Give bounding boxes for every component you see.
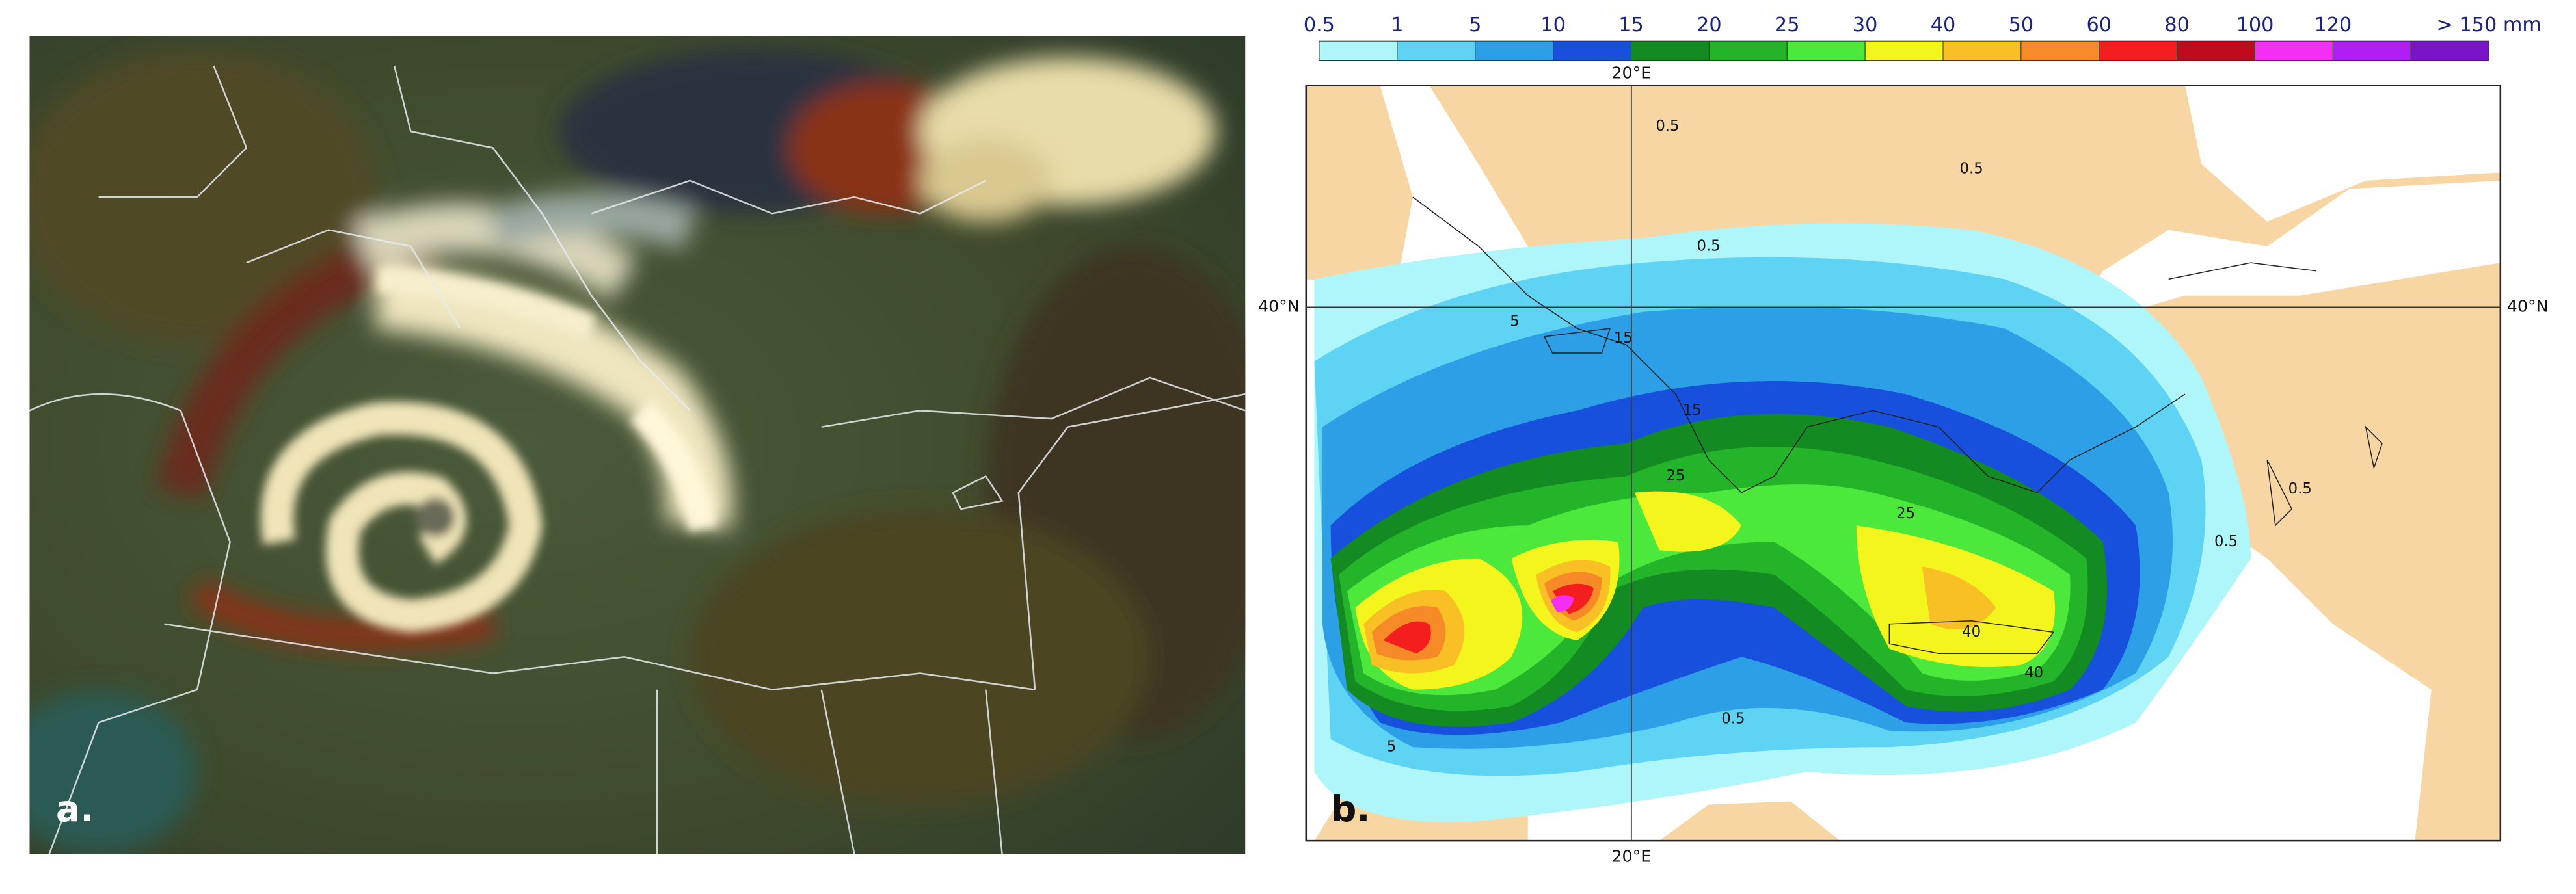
panel-label: b. [1331,788,1371,830]
colorbar: 0.5 1 5 10 15 20 25 30 40 50 60 80 100 120 > 150 mm [1304,14,2542,62]
contour-label: 5 [1387,739,1396,756]
colorbar-label: 15 [1618,14,1644,36]
contour-label: 5 [1510,313,1519,330]
contour-label: 15 [1683,402,1702,419]
contour-label: 0.5 [2214,533,2238,550]
precip-area [1363,560,1996,674]
colorbar-label: > 150 mm [2436,14,2542,36]
colorbar-label: 40 [1931,14,1956,36]
precip-area [1355,491,2055,690]
lat-label: 40°N [2507,296,2549,315]
contour-label: 15 [1614,330,1633,347]
colorbar-segment [2020,40,2100,62]
lon-label: 20°E [1611,847,1651,865]
contour-label: 25 [1667,467,1685,484]
colorbar-segment [1553,40,1632,62]
precip-area [1551,595,1574,613]
colorbar-label: 5 [1469,14,1481,36]
map-frame [1305,85,2502,842]
colorbar-label: 50 [2009,14,2034,36]
colorbar-segment [1864,40,1944,62]
colorbar-segment [2332,40,2411,62]
contour-label: 0.5 [1656,118,1679,135]
colorbar-label: 60 [2086,14,2112,36]
contour-label: 25 [1896,505,1915,522]
colorbar-segment [2099,40,2178,62]
colorbar-label: 10 [1540,14,1566,36]
colorbar-segment [2177,40,2256,62]
colorbar-label: 120 [2314,14,2352,36]
contour-label: 40 [2024,664,2043,681]
colorbar-label: 1 [1391,14,1403,36]
lon-label: 20°E [1611,64,1651,83]
colorbar-segment [1319,40,1398,62]
precip-map [1306,85,2501,841]
colorbar-label: 0.5 [1304,14,1335,36]
contour-label: 0.5 [2288,480,2312,497]
colorbar-label: 80 [2164,14,2190,36]
colorbar-label: 100 [2236,14,2274,36]
precip-area [1383,583,1594,654]
contour-label: 0.5 [1960,161,1983,177]
colorbar-label: 20 [1697,14,1722,36]
lat-label: 40°N [1258,296,1300,315]
colorbar-segment [2255,40,2333,62]
satellite-panel [29,36,1246,854]
colorbar-segment [1630,40,1710,62]
colorbar-segment [1942,40,2022,62]
colorbar-segment [1786,40,1866,62]
colorbar-label: 25 [1775,14,1800,36]
colorbar-segment [1397,40,1476,62]
contour-label: 40 [1962,624,1981,640]
contour-labels: 0.5 0.5 0.5 5 15 15 25 25 40 40 0.5 0.5 … [1387,118,2312,756]
colorbar-segment [1475,40,1554,62]
colorbar-label: 30 [1853,14,1878,36]
colorbar-segment [2410,40,2489,62]
colorbar-segment [1708,40,1788,62]
contour-label: 0.5 [1697,237,1720,254]
contour-label: 0.5 [1721,711,1745,728]
panel-label: a. [56,788,94,830]
